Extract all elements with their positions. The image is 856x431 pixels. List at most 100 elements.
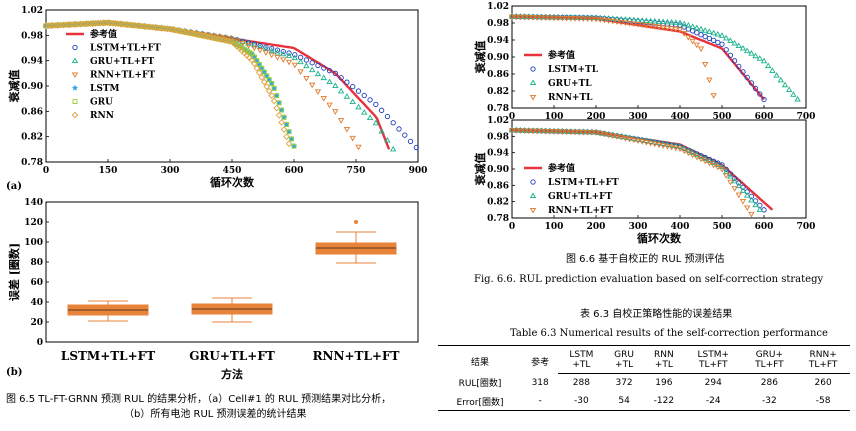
data-point — [664, 25, 671, 32]
y-tick-label: 0.82 — [487, 198, 509, 208]
data-point — [609, 18, 616, 25]
data-point — [651, 141, 658, 148]
data-point — [718, 166, 726, 173]
data-point — [697, 156, 705, 163]
data-point — [130, 22, 136, 28]
table-cell: 372 — [615, 378, 633, 388]
data-point — [314, 89, 322, 95]
data-point — [563, 13, 570, 20]
data-point — [723, 173, 730, 179]
x-tick-label: 100 — [545, 112, 564, 120]
legend-label: 参考值 — [548, 162, 575, 174]
data-point — [643, 140, 650, 146]
data-point — [605, 132, 612, 139]
data-point — [555, 15, 562, 22]
data-point — [651, 24, 658, 30]
figure-b-panel-label: (b) — [6, 367, 23, 378]
y-tick-label: 0.86 — [487, 181, 509, 191]
table-header-cell: RNN — [643, 345, 684, 360]
legend-label: RNN+TL+FT — [548, 206, 613, 216]
data-point — [613, 134, 621, 140]
data-point — [136, 22, 144, 30]
data-point — [79, 20, 87, 28]
data-point — [55, 21, 62, 29]
legend-label: LSTM — [90, 84, 120, 94]
data-point — [710, 159, 717, 165]
x-tick-label: 300 — [629, 112, 648, 120]
data-point — [245, 40, 252, 46]
data-point — [292, 52, 298, 58]
table-header-cell: +TL — [604, 360, 644, 374]
data-point — [47, 22, 55, 29]
data-point — [538, 128, 545, 135]
legend-swatch — [72, 44, 78, 51]
data-point — [144, 23, 152, 31]
data-point — [534, 128, 541, 135]
y-tick-label: 0.82 — [21, 133, 43, 143]
data-point — [165, 26, 170, 32]
x-category-label: RNN+TL+FT — [313, 349, 400, 363]
data-point — [326, 68, 333, 74]
figure-a-chart: 0 150 300 450 600 750 900 0.78 0.82 0.86 0.90 0.94 0… — [7, 6, 427, 189]
data-point — [280, 48, 286, 55]
data-point — [62, 21, 70, 29]
data-point — [69, 21, 77, 28]
data-point — [685, 22, 692, 28]
data-point — [262, 50, 270, 56]
data-point — [262, 45, 270, 51]
data-point — [378, 128, 385, 134]
data-point — [125, 22, 131, 28]
data-point — [256, 47, 264, 54]
data-point — [513, 126, 520, 133]
legend-swatch — [71, 84, 79, 91]
data-point — [647, 140, 654, 147]
table-header-cell: TL+FT — [742, 360, 797, 374]
x-tick-label: 400 — [671, 222, 690, 232]
x-tick-label: 600 — [755, 112, 774, 120]
data-point — [390, 120, 396, 126]
data-point — [710, 29, 717, 36]
data-point — [355, 103, 362, 110]
data-point — [285, 52, 293, 59]
data-point — [605, 130, 612, 137]
data-point — [655, 18, 663, 24]
box-2 — [315, 220, 397, 264]
data-point — [588, 128, 595, 135]
data-point — [546, 127, 553, 134]
data-point — [706, 160, 713, 167]
data-point — [227, 38, 232, 44]
data-point — [199, 33, 205, 39]
data-point — [542, 13, 549, 20]
caption-6-5-line1: 图 6.5 TL-FT-GRNN 预测 RUL 的结果分析，（a）Cell#1 … — [6, 394, 392, 405]
data-point — [280, 126, 288, 133]
data-point — [592, 128, 600, 135]
data-point — [605, 15, 612, 21]
data-point — [534, 127, 541, 133]
legend-label: LSTM+TL — [548, 65, 599, 75]
table-cell: 260 — [814, 378, 832, 388]
data-point — [525, 13, 532, 19]
data-point — [407, 138, 414, 145]
data-point — [77, 20, 85, 28]
data-point — [315, 62, 321, 69]
data-point — [697, 46, 705, 53]
data-point — [601, 17, 608, 24]
legend: 参考值 LSTM+TL+FT GRU+TL+FT RNN+TL+FT — [524, 162, 619, 216]
data-point — [668, 141, 675, 148]
data-point — [571, 128, 579, 134]
legend-label: LSTM+TL+FT — [90, 44, 161, 54]
x-tick-label: 500 — [713, 112, 732, 120]
data-point — [361, 109, 368, 115]
data-point — [529, 127, 537, 133]
data-point — [177, 28, 183, 34]
data-point — [676, 27, 684, 33]
data-point — [160, 25, 166, 31]
data-point — [546, 13, 553, 20]
data-point — [239, 45, 245, 51]
data-point — [668, 18, 675, 25]
data-point — [538, 15, 545, 21]
data-point — [584, 129, 591, 136]
table-header-cell: GRU — [604, 345, 644, 360]
data-point — [555, 127, 562, 134]
data-point — [157, 25, 163, 31]
